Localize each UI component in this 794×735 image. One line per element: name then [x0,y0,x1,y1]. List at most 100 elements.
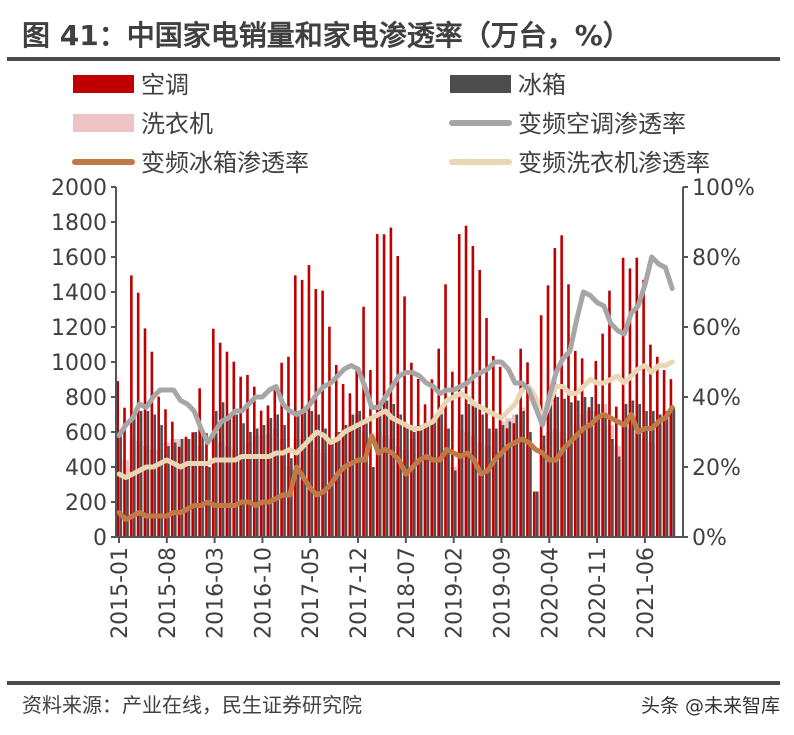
ac-bar [526,362,529,537]
left-tick-label: 0 [93,526,107,551]
fridge-bar [624,404,628,537]
axes: 0 200 400 600 800 1000 1200 1400 1600 1800 2000 0% 2… [51,176,755,639]
ac-bar [259,410,263,537]
fridge-bar [515,414,519,537]
fridge-bar [283,425,286,537]
ac-bar [280,362,283,537]
right-tick-label: 20% [692,456,741,481]
fridge-bar [126,475,129,537]
x-tick-label: 2020-04 [538,547,563,639]
ac-bar [375,234,379,537]
fridge-bar [351,414,355,537]
x-tick-label: 2019-09 [490,547,515,639]
ac-bar [205,433,208,537]
fridge-bar [535,491,539,537]
right-tick-label: 60% [692,316,741,341]
fridge-bar [303,407,307,537]
fridge-bar [590,397,594,537]
fridge-bar [460,414,464,537]
fridge-bar [139,411,143,537]
fridge-bar [529,432,532,537]
fridge-bar [604,414,607,537]
x-tick-label: 2016-10 [251,547,276,639]
left-tick-label: 1000 [51,351,107,376]
fridge-bar [638,404,641,537]
ac-bar [567,284,570,537]
ac-bar [253,386,256,537]
ac-bar [369,370,372,537]
ac-bar [628,268,632,537]
fridge-bar [617,456,621,537]
fridge-bar [310,411,314,537]
legend-label: 变频冰箱渗透率 [141,149,309,177]
fridge-bar [488,428,491,537]
ac-bar [614,406,618,537]
ac-bar [662,370,666,537]
x-tick-label: 2021-06 [634,547,659,639]
ac-bar [410,362,413,537]
washer-bar [634,432,642,537]
left-tick-label: 600 [65,421,107,446]
fridge-bar [365,423,368,537]
ac-bar [642,279,645,537]
fridge-bar [652,411,655,537]
ac-bar [505,428,509,537]
ac-bar [444,284,447,537]
washer-bar [566,439,573,537]
left-tick-label: 1800 [51,211,107,236]
legend-label: 空调 [141,71,189,99]
legend-swatch-0 [73,75,134,93]
top-divider [7,57,780,61]
fridge-bar [242,423,245,537]
fridge-bar [406,428,409,537]
ac-bar [574,350,577,537]
washer-bar [614,446,621,537]
fridge-bar [187,439,191,537]
fridge-bar [672,407,676,537]
ac-bar [594,360,598,537]
x-tick-label: 2015-01 [108,547,133,639]
ac-bar [293,275,297,537]
fridge-bar [214,411,218,537]
ac-bar [130,275,133,537]
fridge-bar [576,400,580,537]
washer-bar [546,432,553,537]
washer-bar [539,446,546,537]
fridge-bar [221,402,225,537]
ac-bar [635,257,639,537]
fridge-bar [337,432,341,537]
fridge-bar [570,402,573,537]
fridge-bar [153,414,157,537]
fridge-bar [119,432,122,537]
washer-bar [655,425,662,537]
fridge-bar [508,421,512,537]
ac-bar [587,407,591,537]
x-tick-label: 2019-02 [443,547,468,639]
line-series-3 [116,254,675,445]
washer-bar [272,428,280,537]
fridge-bar [262,425,266,537]
ac-bar [533,491,536,537]
left-tick-label: 1200 [51,316,107,341]
ac-bar [649,344,652,537]
fridge-bar [173,442,177,537]
line-series-4 [116,405,675,522]
fridge-bar [249,432,252,537]
fridge-bar [658,414,662,537]
fridge-bar [385,400,389,537]
fridge-bar [583,397,587,537]
fridge-bar [522,411,525,537]
fridge-bar [392,404,396,537]
legend-label: 洗衣机 [141,110,213,138]
ac-bar [328,326,331,537]
fridge-bar [317,414,320,537]
washer-bar [669,411,676,537]
fridge-bar [146,411,150,537]
ac-bar [655,356,659,537]
ac-bar [184,436,188,537]
fridge-bar [331,439,334,537]
line-series-5 [116,359,675,480]
x-tick-label: 2016-03 [204,547,229,639]
fridge-bar [467,404,471,537]
